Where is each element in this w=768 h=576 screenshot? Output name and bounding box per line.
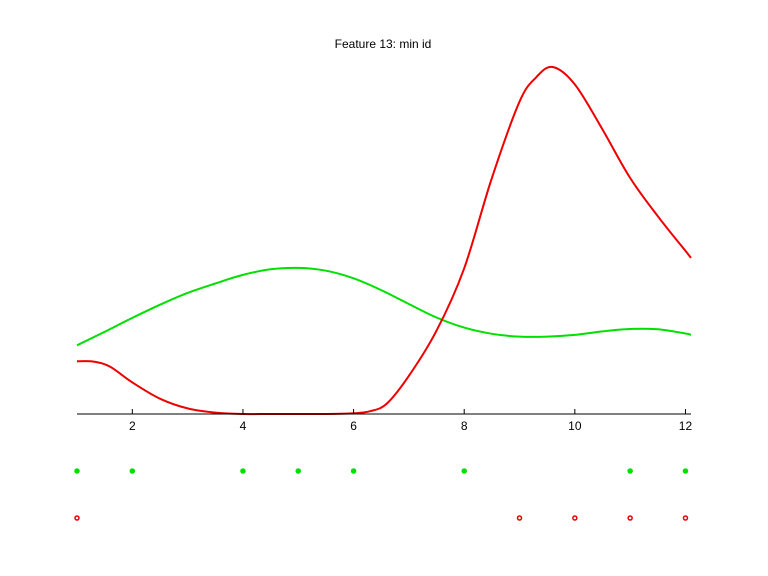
dot-row-1-point xyxy=(627,468,633,474)
dot-row-2-point xyxy=(627,515,633,521)
dot-row-1-point xyxy=(295,468,302,474)
dot-rows xyxy=(74,468,689,521)
dot-row-2-point xyxy=(572,515,578,521)
dot-row-1-point xyxy=(240,468,246,474)
x-tick-label: 4 xyxy=(240,419,247,433)
x-axis-ticks: 2 4 6 8 10 12 xyxy=(129,409,692,433)
dot-row-2-point xyxy=(516,515,523,521)
dot-row-1-point xyxy=(461,468,467,474)
x-tick-label: 8 xyxy=(461,419,468,433)
x-tick-label: 2 xyxy=(129,419,136,433)
chart-title: Feature 13: min id xyxy=(335,37,432,51)
series-line-2 xyxy=(76,65,692,416)
x-tick-label: 12 xyxy=(679,419,693,433)
dot-row-2-point xyxy=(74,515,80,521)
series-line-1 xyxy=(76,266,692,347)
dot-row-1-point xyxy=(682,468,689,474)
dot-row-1-point xyxy=(129,468,136,474)
dot-row-1-point xyxy=(350,468,357,474)
x-tick-label: 10 xyxy=(568,419,582,433)
dot-row-2-point xyxy=(682,515,689,521)
curves-group xyxy=(76,65,692,416)
dot-row-1-point xyxy=(74,468,80,474)
x-tick-label: 6 xyxy=(350,419,357,433)
